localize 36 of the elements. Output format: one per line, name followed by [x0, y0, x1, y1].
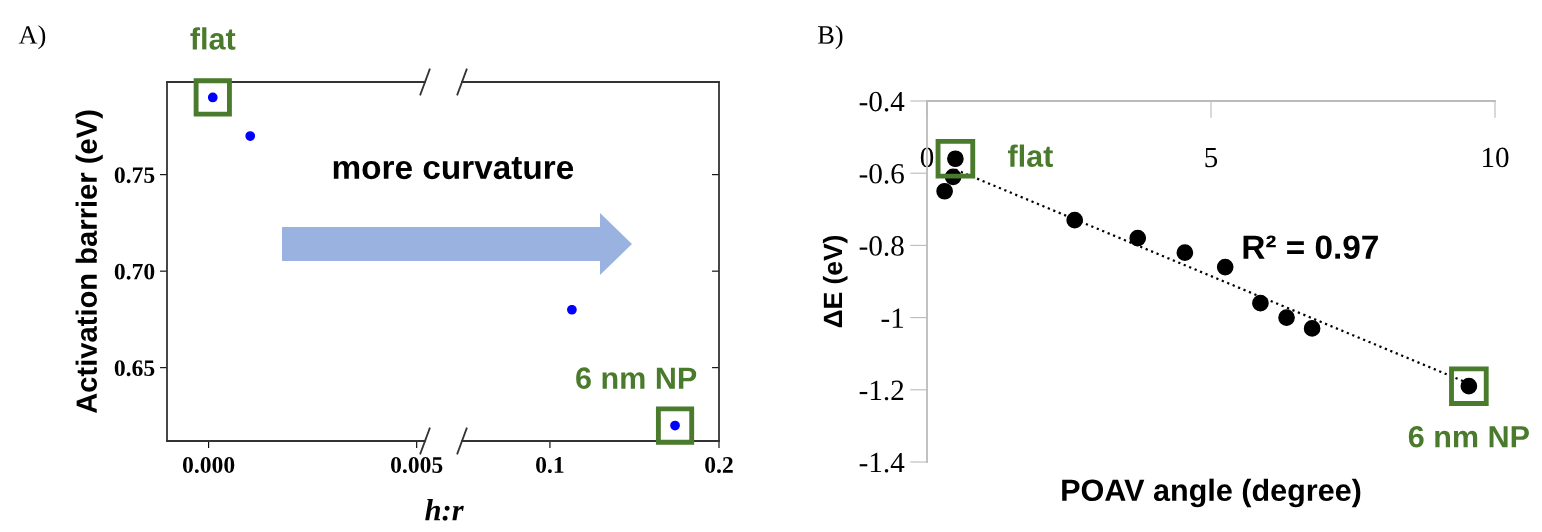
- x-tick-label: 0.1: [536, 456, 564, 473]
- y-tick-label: 0.75: [114, 167, 155, 184]
- y-tick-label: -1.2: [859, 380, 904, 401]
- x-tick-label: 0.000: [182, 456, 235, 473]
- x-tick-label: 10: [1482, 147, 1509, 168]
- point: [1066, 211, 1084, 229]
- y-tick-label: -0.6: [859, 163, 904, 184]
- point: [1216, 258, 1234, 276]
- y-tick-label: 0.65: [114, 360, 155, 377]
- point: [1252, 294, 1269, 312]
- point: [936, 182, 953, 200]
- annotation: 6 nm NP: [1408, 425, 1529, 448]
- text: B): [818, 25, 843, 50]
- y-axis-title: ΔE (eV): [822, 235, 848, 328]
- y-tick-label: -0.4: [859, 91, 905, 112]
- y-tick-label: -0.8: [859, 236, 904, 256]
- y-tick-label: 0.70: [114, 263, 155, 280]
- text: A): [18, 25, 46, 50]
- point: [1129, 229, 1147, 247]
- y-axis-title: Activation barrier (eV): [75, 110, 103, 414]
- x-axis-title: POAV angle (degree): [1062, 478, 1361, 508]
- y-tick-label: -1: [881, 308, 904, 328]
- annotation: more curvature: [333, 157, 574, 180]
- annotation: 6 nm NP: [576, 367, 697, 389]
- annotation: flat: [1008, 144, 1053, 167]
- annotation: flat: [190, 27, 236, 50]
- x-tick-label: 5: [1205, 147, 1218, 168]
- x-tick-label: 0.2: [705, 456, 733, 473]
- y-tick-label: -1.4: [859, 452, 905, 473]
- annotation: R² = 0.97: [1243, 235, 1378, 259]
- point: [1278, 309, 1295, 326]
- x-tick-label: 0: [920, 147, 934, 168]
- x-axis-title: h:r: [425, 498, 464, 521]
- point: [1303, 320, 1321, 337]
- x-tick-label: 0.005: [391, 456, 443, 473]
- point: [1176, 244, 1194, 261]
